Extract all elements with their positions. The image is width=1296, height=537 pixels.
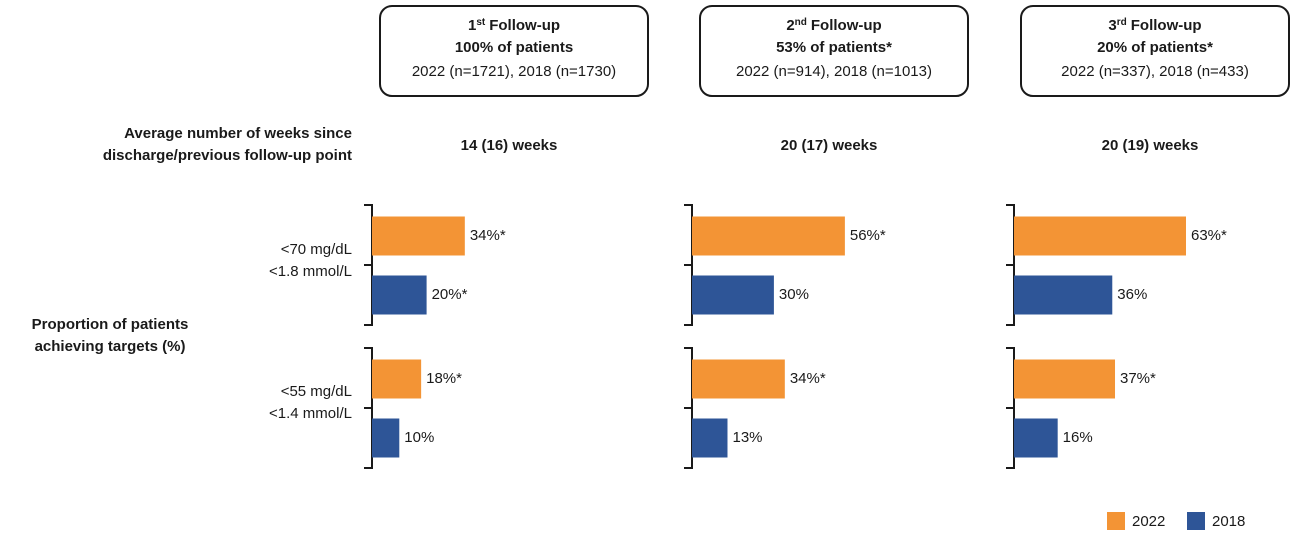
row-title: achieving targets (%)	[35, 338, 186, 355]
header-sample: 2022 (n=337), 2018 (n=433)	[1061, 63, 1249, 80]
ordinal: 3	[1108, 17, 1116, 34]
value-label: 36%	[1117, 286, 1147, 303]
value-label: 20%*	[432, 286, 468, 303]
header-sample: 2022 (n=1721), 2018 (n=1730)	[412, 63, 616, 80]
weeks: 20 (17) weeks	[781, 137, 878, 154]
header-title: 1st Follow-up	[468, 17, 560, 34]
bar	[1014, 216, 1186, 256]
weeks: 14 (16) weeks	[461, 137, 558, 154]
row-label: <70 mg/dL	[281, 241, 352, 258]
bar	[692, 216, 845, 256]
title: Follow-up	[1131, 17, 1202, 34]
ordinal-suffix: nd	[795, 17, 807, 28]
value-label: 34%*	[470, 227, 506, 244]
header-share: 53% of patients*	[776, 39, 892, 56]
bar	[1014, 418, 1058, 458]
value-label: 16%	[1063, 429, 1093, 446]
header-box	[379, 5, 649, 97]
legend-label: 2022	[1132, 513, 1165, 530]
value-label: 63%*	[1191, 227, 1227, 244]
bracket	[684, 347, 693, 469]
header-box	[699, 5, 969, 97]
bracket	[364, 347, 373, 469]
header-sample: 2022 (n=914), 2018 (n=1013)	[736, 63, 932, 80]
legend-swatch	[1187, 512, 1205, 530]
value-label: 13%	[732, 429, 762, 446]
value-label: 37%*	[1120, 370, 1156, 387]
ordinal: 2	[786, 17, 794, 34]
row-label: <1.4 mmol/L	[269, 405, 352, 422]
header-share: 20% of patients*	[1097, 39, 1213, 56]
header-share: 100% of patients	[455, 39, 573, 56]
ordinal-suffix: rd	[1117, 17, 1127, 28]
bar	[692, 275, 774, 315]
bar	[1014, 359, 1116, 399]
ordinal-suffix: st	[476, 17, 486, 28]
value-label: 34%*	[790, 370, 826, 387]
bar	[372, 418, 400, 458]
legend-swatch	[1107, 512, 1125, 530]
title: Follow-up	[811, 17, 882, 34]
ordinal: 1	[468, 17, 476, 34]
bar	[692, 359, 785, 399]
bar	[1014, 275, 1113, 315]
bracket	[1006, 347, 1015, 469]
bar	[372, 216, 465, 256]
value-label: 18%*	[426, 370, 462, 387]
bracket	[684, 204, 693, 326]
value-label: 56%*	[850, 227, 886, 244]
weeks-label: Average number of weeks since	[124, 125, 352, 142]
row-title: Proportion of patients	[32, 316, 189, 333]
bar	[372, 275, 427, 315]
bracket	[364, 204, 373, 326]
value-label: 30%	[779, 286, 809, 303]
row-label: <1.8 mmol/L	[269, 263, 352, 280]
bracket	[1006, 204, 1015, 326]
weeks-label: discharge/previous follow-up point	[103, 147, 352, 164]
value-label: 10%	[404, 429, 434, 446]
header-title: 3rd Follow-up	[1108, 17, 1201, 34]
title: Follow-up	[489, 17, 560, 34]
bar	[692, 418, 728, 458]
row-label: <55 mg/dL	[281, 383, 352, 400]
header-box	[1020, 5, 1290, 97]
header-title: 2nd Follow-up	[786, 17, 881, 34]
legend-label: 2018	[1212, 513, 1245, 530]
bar	[372, 359, 422, 399]
weeks: 20 (19) weeks	[1102, 137, 1199, 154]
